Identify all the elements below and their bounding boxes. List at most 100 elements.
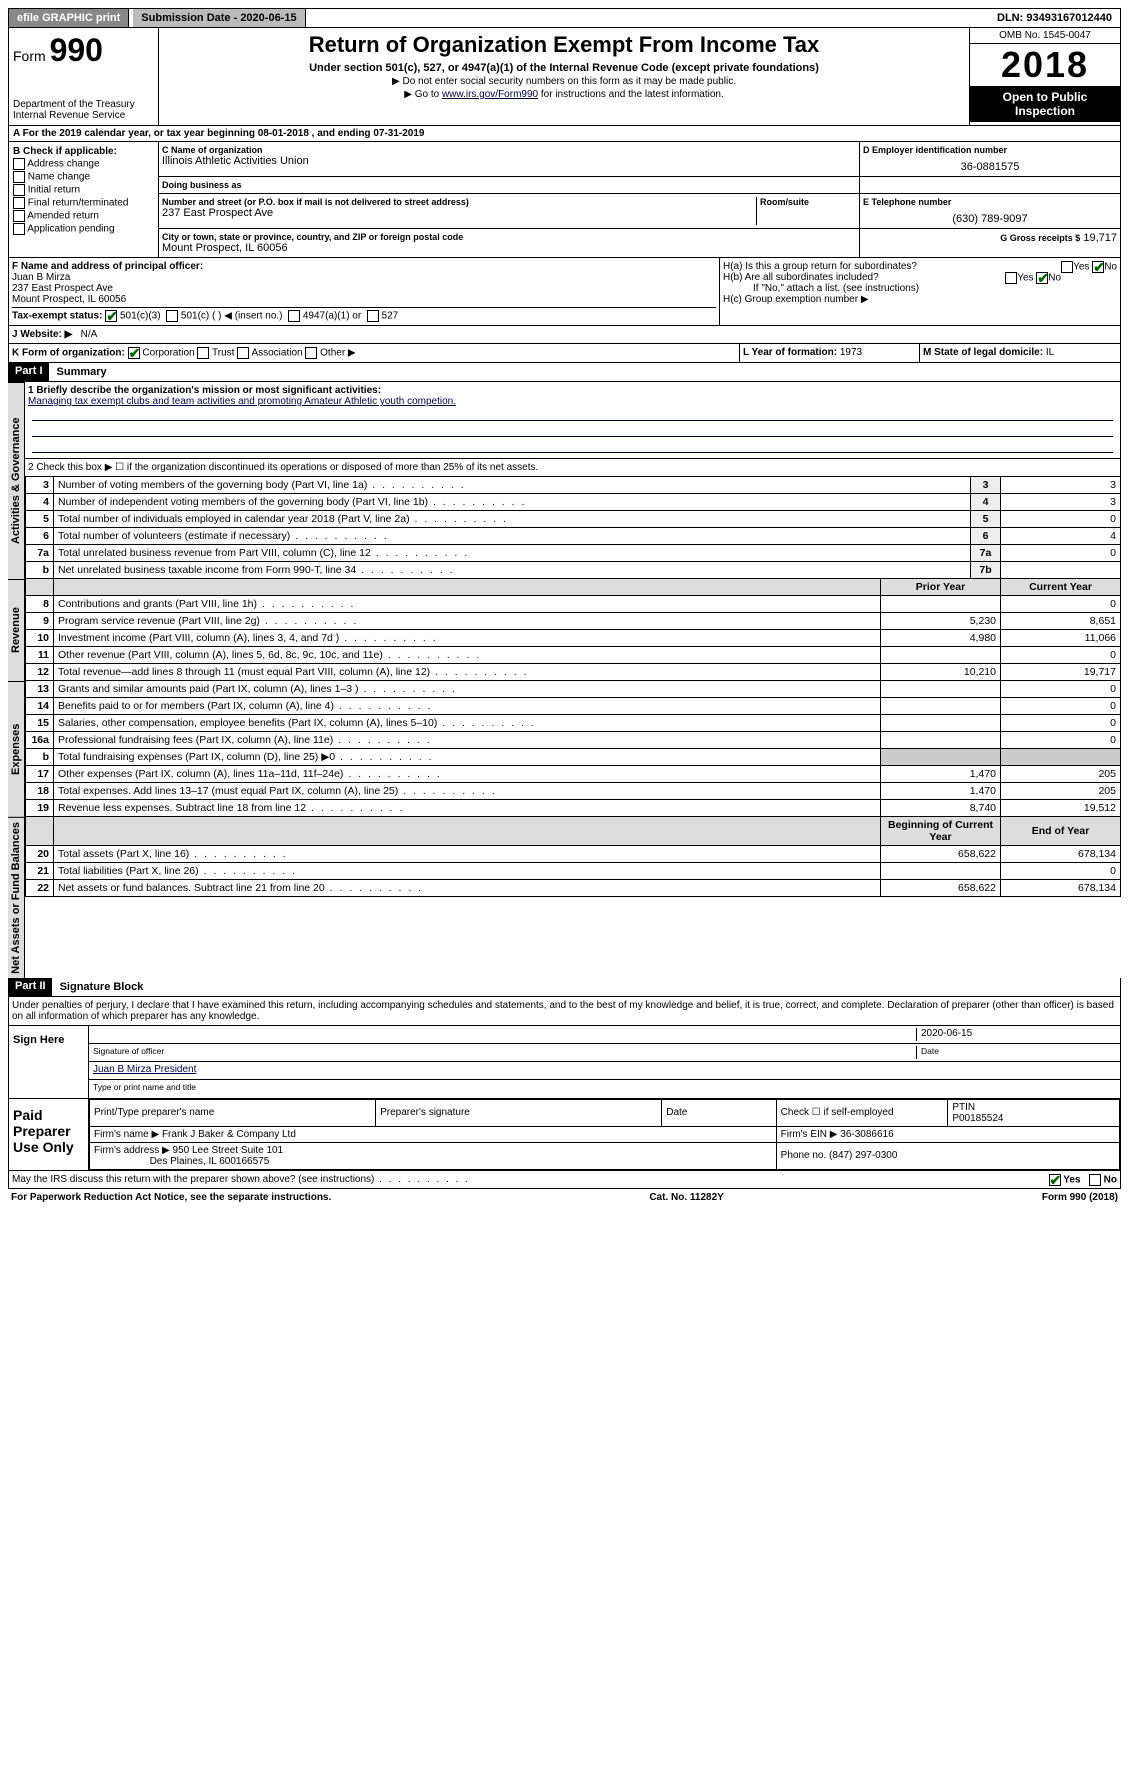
prior-val <box>881 698 1001 715</box>
current-val: 678,134 <box>1001 846 1121 863</box>
line-desc: Revenue less expenses. Subtract line 18 … <box>54 800 881 817</box>
line-num: 5 <box>26 511 54 528</box>
line-num: 13 <box>26 681 54 698</box>
current-val: 11,066 <box>1001 630 1121 647</box>
line-desc: Number of voting members of the governin… <box>54 477 971 494</box>
line-num: 10 <box>26 630 54 647</box>
form-title: Return of Organization Exempt From Incom… <box>163 32 965 58</box>
prior-val <box>881 681 1001 698</box>
check-name[interactable]: Name change <box>13 171 154 183</box>
box-b-label: B Check if applicable: <box>13 146 154 157</box>
penalty-text: Under penalties of perjury, I declare th… <box>8 997 1121 1026</box>
current-val: 0 <box>1001 681 1121 698</box>
omb-number: OMB No. 1545-0047 <box>970 28 1120 44</box>
ha-no[interactable] <box>1092 261 1104 273</box>
line-desc: Other expenses (Part IX, column (A), lin… <box>54 766 881 783</box>
form-subtitle: Under section 501(c), 527, or 4947(a)(1)… <box>163 62 965 74</box>
self-emp-label[interactable]: Check ☐ if self-employed <box>776 1099 948 1126</box>
check-501c3[interactable] <box>105 310 117 322</box>
ha-yes[interactable] <box>1061 261 1073 273</box>
line-j: J Website: ▶ N/A <box>8 326 1121 344</box>
line-num: 11 <box>26 647 54 664</box>
line-num: 8 <box>26 596 54 613</box>
line-desc: Number of independent voting members of … <box>54 494 971 511</box>
line-num: b <box>26 562 54 579</box>
check-pending[interactable]: Application pending <box>13 223 154 235</box>
line-desc: Total unrelated business revenue from Pa… <box>54 545 971 562</box>
prior-val <box>881 715 1001 732</box>
line-desc: Professional fundraising fees (Part IX, … <box>54 732 881 749</box>
footer-right: Form 990 (2018) <box>1042 1192 1118 1203</box>
k-label: K Form of organization: <box>12 348 125 359</box>
line-num: 19 <box>26 800 54 817</box>
room-label: Room/suite <box>760 197 856 207</box>
prior-val: 658,622 <box>881 880 1001 897</box>
k-assoc[interactable] <box>237 347 249 359</box>
line-val: 0 <box>1001 545 1121 562</box>
hb-note: If "No," attach a list. (see instruction… <box>723 283 1117 294</box>
hb-yes[interactable] <box>1005 272 1017 284</box>
check-527[interactable] <box>367 310 379 322</box>
k-trust[interactable] <box>197 347 209 359</box>
form-word: Form <box>13 48 46 64</box>
line-desc: Contributions and grants (Part VIII, lin… <box>54 596 881 613</box>
form-header: Form 990 Department of the Treasury Inte… <box>8 28 1121 126</box>
line-desc: Grants and similar amounts paid (Part IX… <box>54 681 881 698</box>
l-label: L Year of formation: <box>743 347 837 358</box>
current-val: 0 <box>1001 596 1121 613</box>
check-initial[interactable]: Initial return <box>13 184 154 196</box>
current-val: 205 <box>1001 783 1121 800</box>
check-amended[interactable]: Amended return <box>13 210 154 222</box>
line-num: 22 <box>26 880 54 897</box>
line-desc: Total number of volunteers (estimate if … <box>54 528 971 545</box>
line-box: 3 <box>971 477 1001 494</box>
check-501c[interactable] <box>166 310 178 322</box>
current-val: 0 <box>1001 647 1121 664</box>
prep-name-label: Print/Type preparer's name <box>90 1099 376 1126</box>
section-fh: F Name and address of principal officer:… <box>8 258 1121 326</box>
ein-value: 36-0881575 <box>863 161 1117 173</box>
top-toolbar: efile GRAPHIC print Submission Date - 20… <box>8 8 1121 28</box>
line-desc: Program service revenue (Part VIII, line… <box>54 613 881 630</box>
name-label: C Name of organization <box>162 145 856 155</box>
dept-label: Department of the Treasury <box>13 99 154 110</box>
prior-val <box>881 647 1001 664</box>
firm-ein: 36-3086616 <box>840 1129 893 1140</box>
tax-status-label: Tax-exempt status: <box>12 311 102 322</box>
prep-sig-label: Preparer's signature <box>376 1099 662 1126</box>
prior-val <box>881 863 1001 880</box>
q2-label: 2 Check this box ▶ ☐ if the organization… <box>25 459 1121 477</box>
current-val: 19,512 <box>1001 800 1121 817</box>
officer-addr1: 237 East Prospect Ave <box>12 283 716 294</box>
efile-button[interactable]: efile GRAPHIC print <box>9 9 129 27</box>
sign-here-label: Sign Here <box>9 1026 89 1098</box>
officer-name: Juan B Mirza <box>12 272 716 283</box>
firm-phone-label: Phone no. <box>781 1150 827 1161</box>
prior-val: 5,230 <box>881 613 1001 630</box>
addr-label: Number and street (or P.O. box if mail i… <box>162 197 756 207</box>
discuss-no[interactable] <box>1089 1174 1101 1186</box>
discuss-yes[interactable] <box>1049 1174 1061 1186</box>
net-table: Beginning of Current YearEnd of Year20 T… <box>25 817 1121 897</box>
k-corp[interactable] <box>128 347 140 359</box>
firm-addr: 950 Lee Street Suite 101 <box>173 1145 284 1156</box>
k-other[interactable] <box>305 347 317 359</box>
paid-preparer-block: Paid Preparer Use Only Print/Type prepar… <box>8 1099 1121 1171</box>
gross-value: 19,717 <box>1083 232 1117 244</box>
current-val: 0 <box>1001 863 1121 880</box>
line-a: A For the 2019 calendar year, or tax yea… <box>8 126 1121 142</box>
check-4947[interactable] <box>288 310 300 322</box>
current-val: 19,717 <box>1001 664 1121 681</box>
line-box: 6 <box>971 528 1001 545</box>
hb-no[interactable] <box>1036 272 1048 284</box>
line-num: 15 <box>26 715 54 732</box>
gross-label: G Gross receipts $ <box>1000 233 1080 243</box>
line-desc: Total assets (Part X, line 16) <box>54 846 881 863</box>
line-num: 16a <box>26 732 54 749</box>
dba-label: Doing business as <box>162 180 856 190</box>
sig-officer-label: Signature of officer <box>93 1046 916 1059</box>
line-box: 7b <box>971 562 1001 579</box>
current-val: 0 <box>1001 698 1121 715</box>
check-final[interactable]: Final return/terminated <box>13 197 154 209</box>
check-address[interactable]: Address change <box>13 158 154 170</box>
